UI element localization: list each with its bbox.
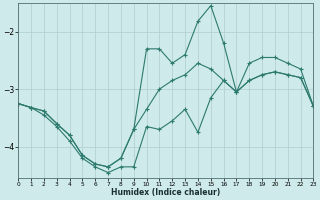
- X-axis label: Humidex (Indice chaleur): Humidex (Indice chaleur): [111, 188, 220, 197]
